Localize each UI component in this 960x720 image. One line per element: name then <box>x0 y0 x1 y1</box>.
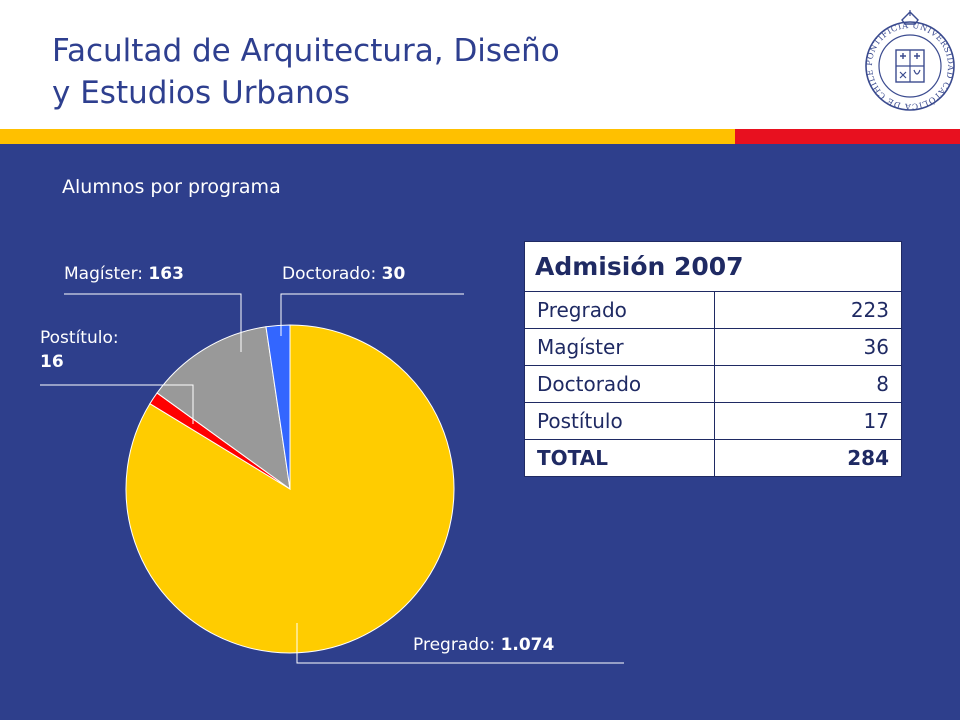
label-doctorado-name: Doctorado: <box>282 264 377 284</box>
title-line-2: y Estudios Urbanos <box>52 75 350 111</box>
table-row: Magíster 36 <box>524 328 902 366</box>
label-postitulo-name: Postítulo: <box>40 328 119 348</box>
table-header-row: Admisión 2007 <box>524 241 902 292</box>
label-postitulo-value: 16 <box>40 352 64 372</box>
table-total-row: TOTAL 284 <box>524 439 902 477</box>
table-cell-program: Pregrado <box>524 291 715 329</box>
slide-header: Facultad de Arquitectura, Diseño y Estud… <box>0 0 960 130</box>
table-total-label: TOTAL <box>524 439 715 477</box>
label-doctorado-value: 30 <box>381 264 406 284</box>
university-seal-logo: PONTIFICIA UNIVERSIDAD CATÓLICA DE CHILE <box>864 10 956 112</box>
table-cell-program: Doctorado <box>524 365 715 403</box>
label-postitulo: Postítulo: 16 <box>40 326 119 374</box>
pie-slice-magister <box>156 326 291 491</box>
pie-slice-doctorado <box>265 324 291 490</box>
admission-table: Admisión 2007 Pregrado 223 Magíster 36 D… <box>524 241 902 477</box>
label-doctorado: Doctorado: 30 <box>282 262 405 286</box>
label-magister-value: 163 <box>148 264 184 284</box>
table-cell-value: 8 <box>714 365 902 403</box>
leader-line-pregrado <box>296 623 624 664</box>
accent-stripe-yellow <box>0 129 735 144</box>
leader-line-postitulo <box>40 384 194 424</box>
table-row: Pregrado 223 <box>524 291 902 329</box>
table-cell-program: Postítulo <box>524 402 715 440</box>
table-row: Doctorado 8 <box>524 365 902 403</box>
table-cell-value: 223 <box>714 291 902 329</box>
label-magister: Magíster: 163 <box>64 262 184 286</box>
accent-stripe-red <box>735 129 960 144</box>
label-magister-name: Magíster: <box>64 264 143 284</box>
table-row: Postítulo 17 <box>524 402 902 440</box>
slide-title: Facultad de Arquitectura, Diseño y Estud… <box>52 30 812 114</box>
table-cell-value: 36 <box>714 328 902 366</box>
table-cell-value: 17 <box>714 402 902 440</box>
label-pregrado-name: Pregrado: <box>413 635 496 655</box>
chart-subtitle: Alumnos por programa <box>62 176 281 198</box>
label-pregrado-value: 1.074 <box>500 635 555 655</box>
leader-line-magister <box>64 293 242 352</box>
table-title: Admisión 2007 <box>524 241 902 292</box>
title-line-1: Facultad de Arquitectura, Diseño <box>52 33 560 69</box>
table-cell-program: Magíster <box>524 328 715 366</box>
label-pregrado: Pregrado: 1.074 <box>413 633 554 657</box>
table-total-value: 284 <box>714 439 902 477</box>
leader-line-doctorado <box>280 293 464 336</box>
